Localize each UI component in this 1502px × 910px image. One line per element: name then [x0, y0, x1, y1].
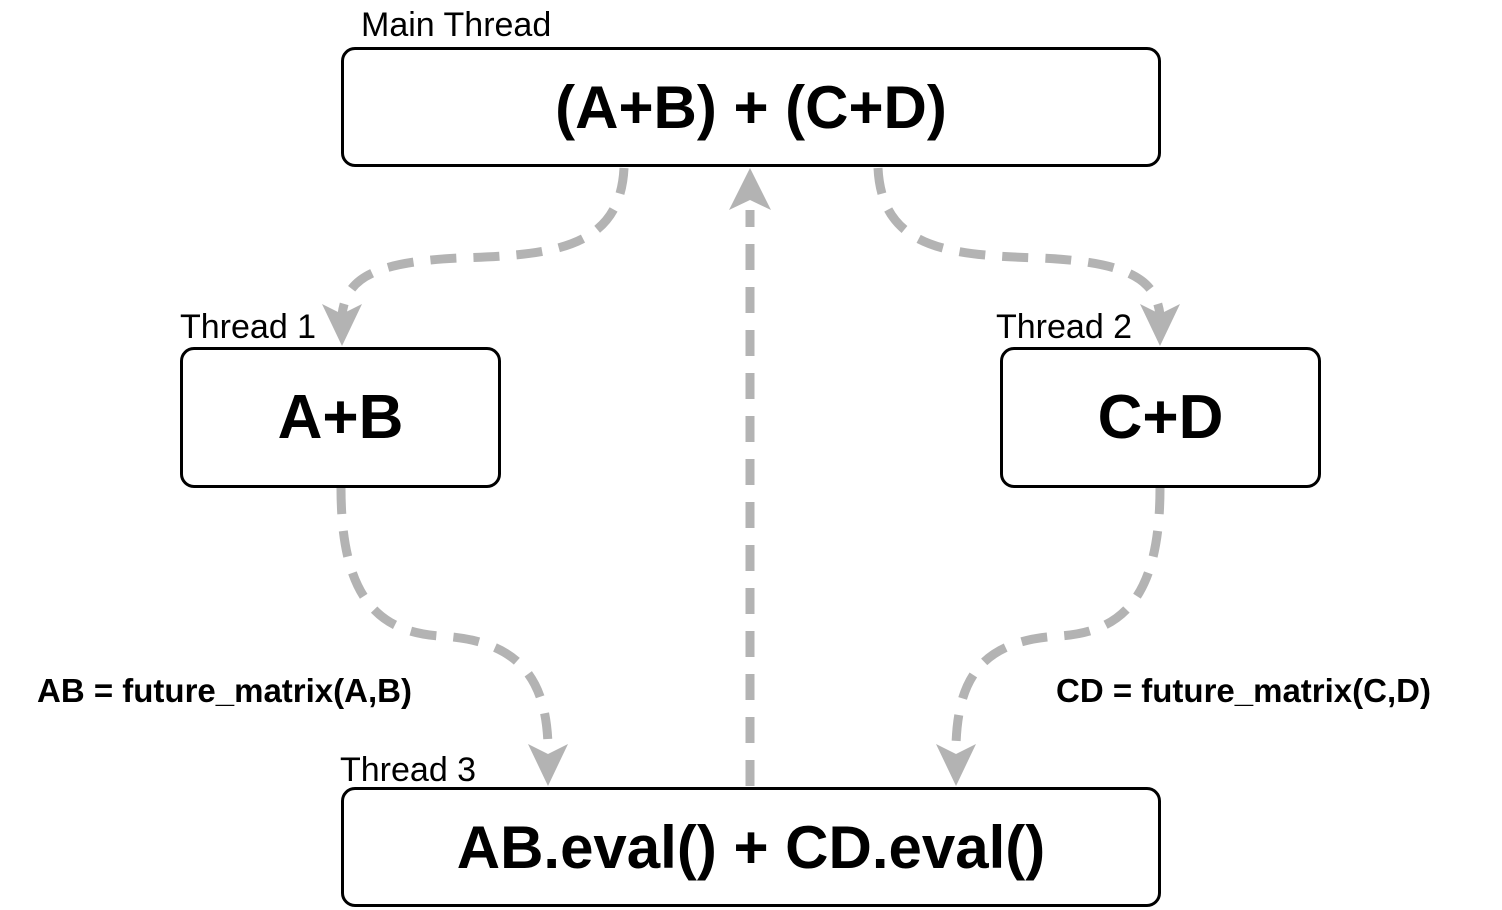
arrowhead-thread3-left	[528, 744, 568, 786]
arrowhead-thread3-right	[936, 744, 976, 786]
thread3-box: AB.eval() + CD.eval()	[341, 787, 1161, 907]
thread3-caption: Thread 3	[340, 751, 477, 789]
arrowhead-main	[729, 168, 771, 210]
thread1-expression: A+B	[277, 383, 404, 452]
arrow-thread2-to-thread3	[951, 487, 1165, 746]
thread2-caption: Thread 2	[996, 308, 1133, 346]
thread3-expression: AB.eval() + CD.eval()	[456, 813, 1046, 881]
arrowhead-thread1	[322, 304, 362, 346]
arrow-main-to-thread1	[337, 167, 629, 316]
arrowhead-thread2	[1140, 304, 1180, 346]
thread1-caption: Thread 1	[180, 308, 317, 346]
main-thread-caption: Main Thread	[361, 6, 552, 44]
main-thread-expression: (A+B) + (C+D)	[555, 73, 947, 141]
arrow-thread1-to-thread3	[336, 487, 553, 746]
thread2-expression: C+D	[1097, 383, 1224, 452]
arrow-main-to-thread2	[873, 167, 1165, 316]
edge-label-cd: CD = future_matrix(C,D)	[1056, 672, 1431, 710]
thread2-box: C+D	[1000, 347, 1321, 488]
edge-label-ab: AB = future_matrix(A,B)	[37, 672, 412, 710]
main-thread-box: (A+B) + (C+D)	[341, 47, 1161, 167]
thread1-box: A+B	[180, 347, 501, 488]
